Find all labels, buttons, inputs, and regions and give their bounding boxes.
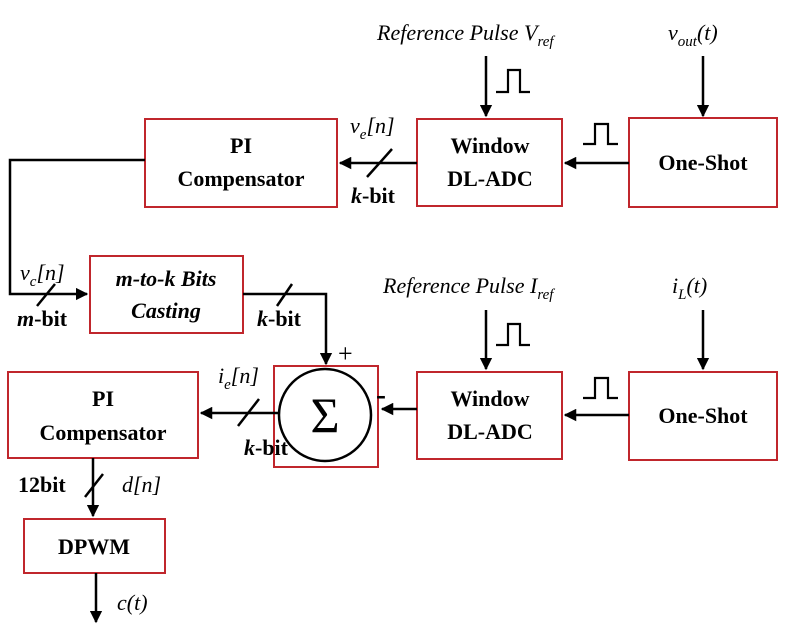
pi-compensator-bottom-block: PI Compensator (7, 371, 199, 459)
top-bus-slash (366, 148, 393, 178)
one-shot-bottom-block: One-Shot (628, 371, 778, 461)
top-middle-pulse-icon (583, 122, 618, 146)
d-bus-slash (84, 473, 104, 498)
casting-label-line1: m-to-k Bits (116, 266, 217, 291)
ref-v-pulse-icon (496, 68, 530, 94)
vout-label: vout(t) (668, 20, 718, 50)
casting-bus-slash (275, 283, 294, 307)
bottom-bus-slash (237, 398, 260, 427)
bottom-k-bit-label: k-bit (244, 435, 289, 460)
one-shot-bottom-label: One-Shot (658, 403, 748, 428)
dpwm-block: DPWM (23, 518, 166, 574)
bits-casting-block: m-to-k Bits Casting (89, 255, 244, 334)
m-bit-label: m-bit (17, 306, 68, 331)
pi-top-label-line1: PI (230, 133, 252, 158)
ie-label: ie[n] (218, 363, 259, 393)
casting-to-sum-wire (243, 292, 333, 366)
m-bus-slash (36, 283, 56, 307)
il-label: iL(t) (672, 273, 707, 303)
window-bottom-label-line2: DL-ADC (447, 419, 533, 444)
pi-compensator-top-block: PI Compensator (144, 118, 338, 208)
reference-pulse-i-label: Reference Pulse Iref (382, 273, 555, 303)
window-dl-adc-top-block: Window DL-ADC (416, 118, 563, 207)
window-top-label-line1: Window (450, 133, 529, 158)
pi-top-label-line2: Compensator (177, 166, 304, 191)
dpwm-label: DPWM (58, 534, 130, 559)
c-output-label: c(t) (117, 590, 148, 615)
bottom-middle-pulse-icon (583, 376, 618, 400)
summing-junction-block: Σ (273, 365, 379, 468)
vc-label: vc[n] (20, 260, 65, 290)
sigma-symbol: Σ (310, 387, 339, 443)
sum-plus-sign: + (338, 339, 353, 368)
one-shot-top-block: One-Shot (628, 117, 778, 208)
window-bottom-label-line1: Window (450, 386, 529, 411)
ve-label: ve[n] (350, 113, 395, 143)
casting-label-line2: Casting (131, 298, 201, 323)
window-dl-adc-bottom-block: Window DL-ADC (416, 371, 563, 460)
d-label: d[n] (122, 472, 161, 497)
one-shot-top-label: One-Shot (658, 150, 748, 175)
pi-top-to-casting-wire (8, 158, 145, 301)
window-top-label-line2: DL-ADC (447, 166, 533, 191)
casting-k-bit-label: k-bit (257, 306, 302, 331)
pi-bottom-label-line2: Compensator (39, 420, 166, 445)
top-k-bit-label: k-bit (351, 183, 396, 208)
sum-minus-sign: - (376, 378, 386, 411)
sum-circle (277, 367, 373, 463)
ref-i-pulse-icon (496, 322, 530, 347)
pi-bottom-label-line1: PI (92, 386, 114, 411)
twelve-bit-label: 12bit (18, 472, 66, 497)
reference-pulse-v-label: Reference Pulse Vref (376, 20, 555, 50)
